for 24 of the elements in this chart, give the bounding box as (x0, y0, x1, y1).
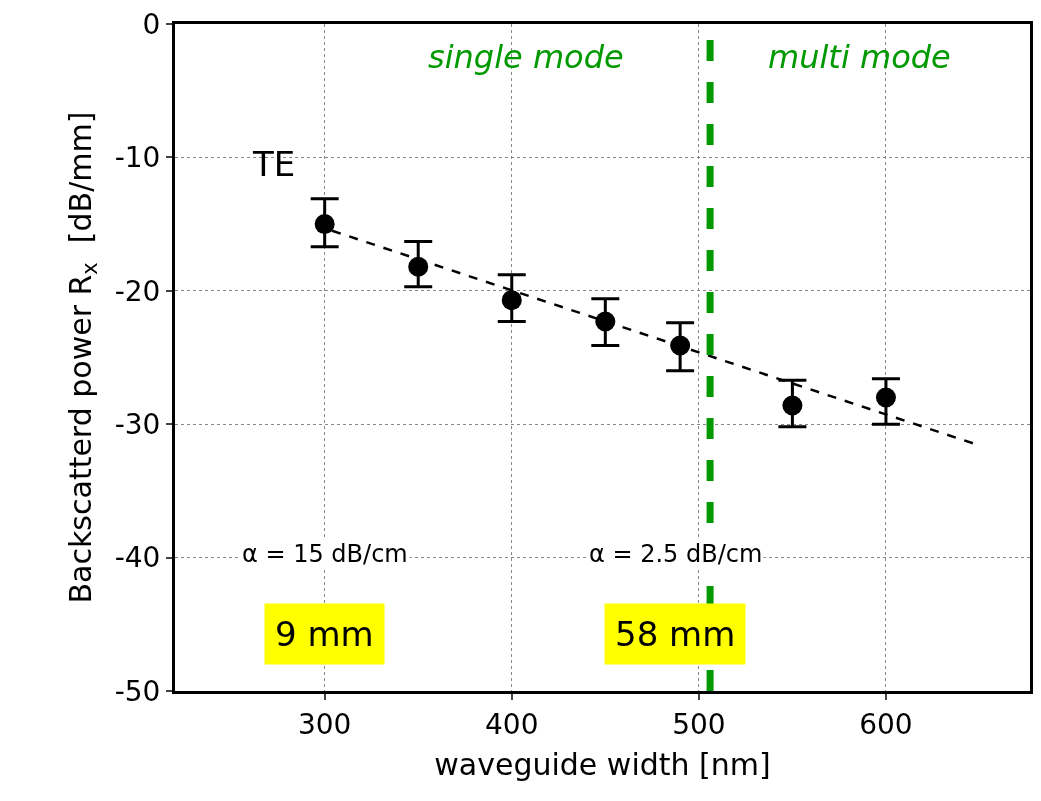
y-tick-label: -50 (114, 674, 161, 708)
point (501, 290, 522, 311)
y-tick-label: -20 (114, 274, 161, 308)
y-tick-label: -10 (114, 141, 161, 175)
x-tick-label: 600 (859, 707, 913, 741)
x-axis-title: waveguide width [nm] (434, 747, 771, 783)
point (314, 214, 335, 235)
y-tick-label: -30 (114, 408, 161, 441)
y-tick-label: 0 (142, 7, 161, 41)
point (670, 335, 691, 356)
point (875, 387, 896, 408)
point (408, 256, 429, 277)
point (782, 395, 803, 416)
annotation: multi mode (768, 38, 951, 76)
annotation: α = 2.5 dB/cm (589, 540, 763, 568)
x-tick-label: 500 (672, 707, 726, 741)
annotation: 58 mm (615, 614, 736, 654)
annotation: 9 mm (275, 614, 374, 654)
annotation: α = 15 dB/cm (242, 540, 408, 568)
y-tick-label: -40 (114, 541, 161, 575)
annotation: TE (252, 144, 296, 184)
x-tick-label: 300 (297, 707, 352, 741)
annotation: single mode (428, 38, 624, 76)
x-tick-label: 400 (485, 707, 539, 741)
